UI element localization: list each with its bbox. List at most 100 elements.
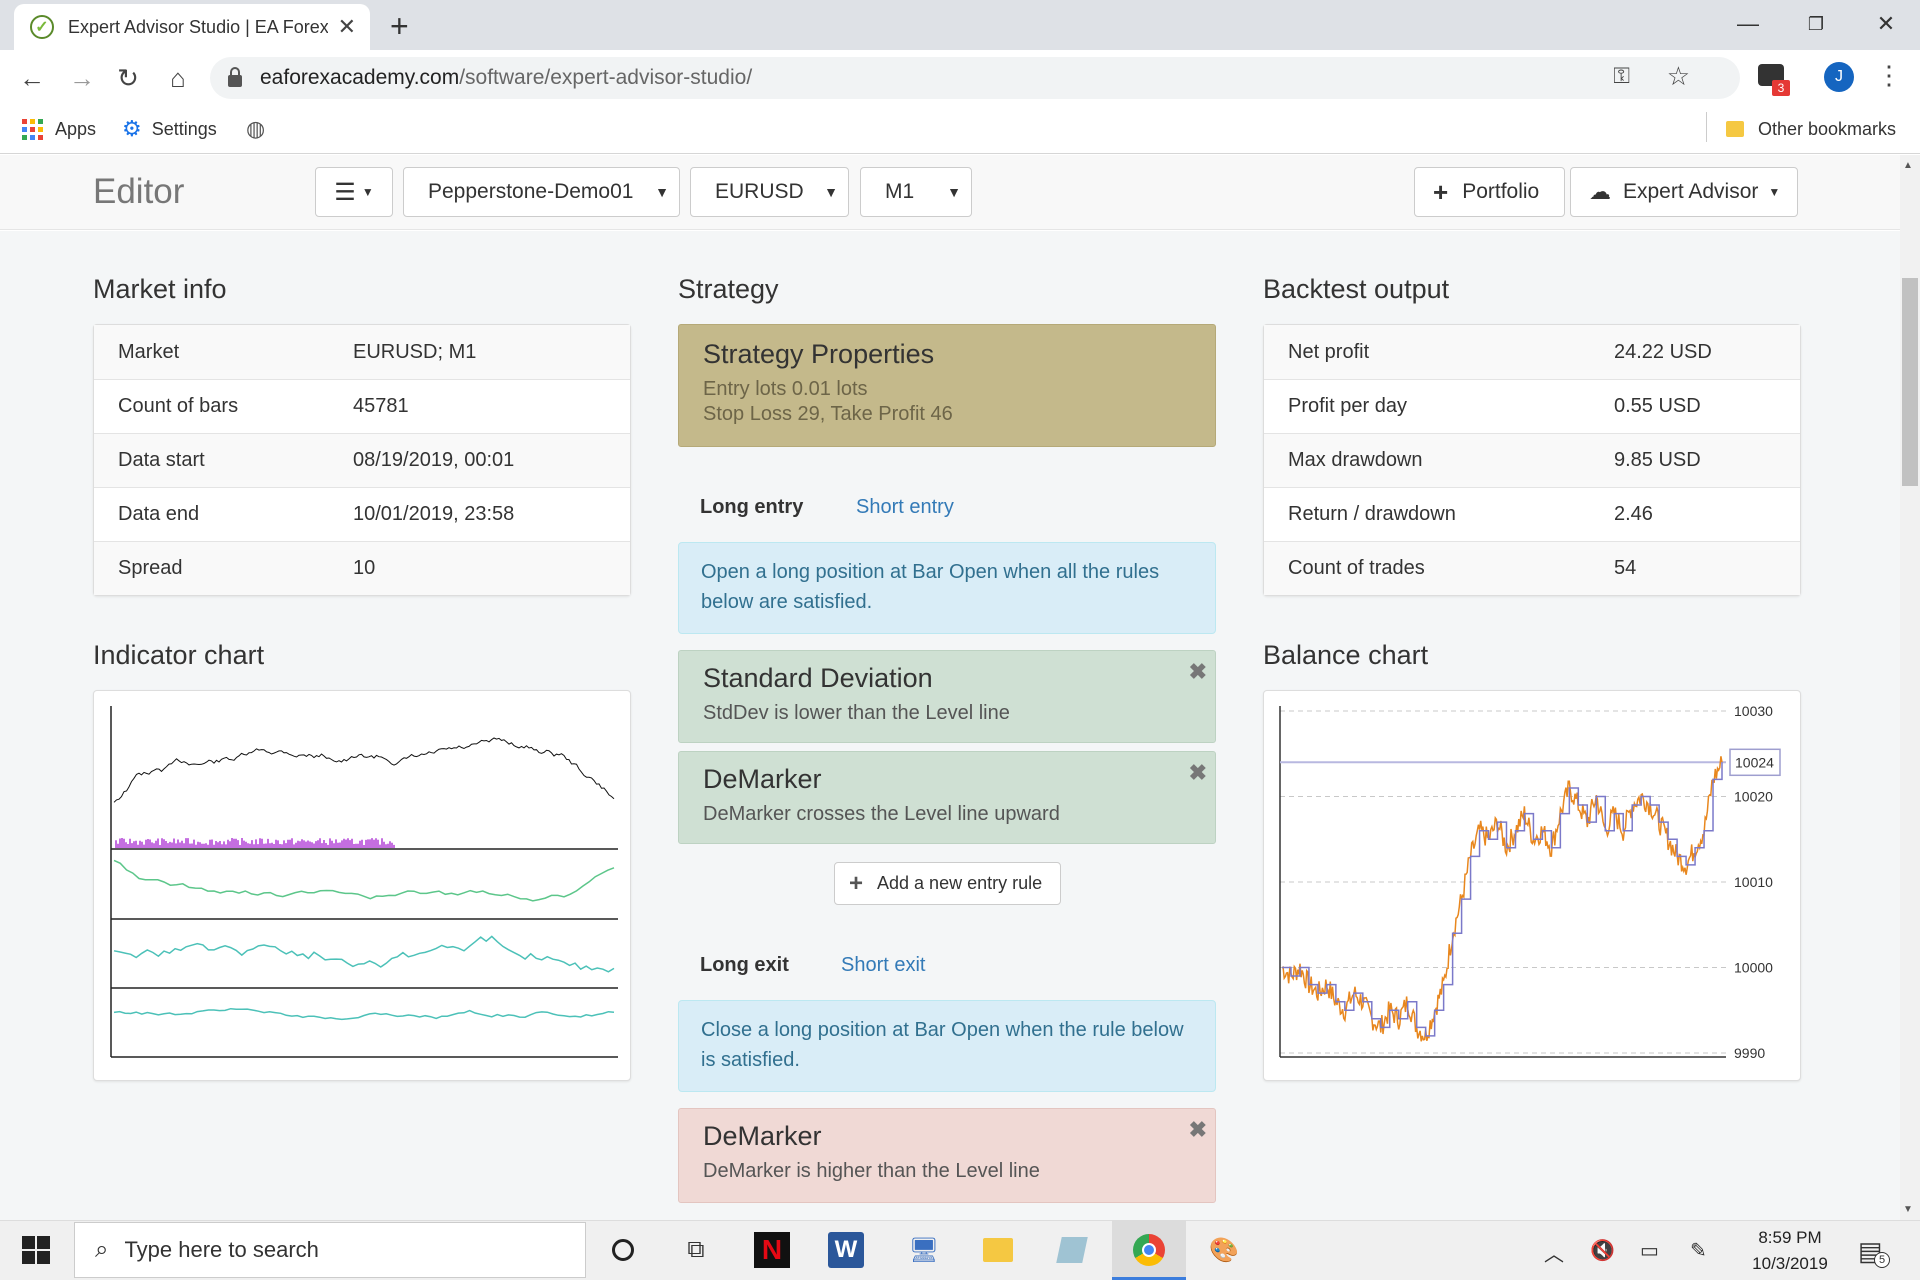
timeframe-select-value: M1 — [885, 180, 915, 203]
remove-rule-icon[interactable]: ✖ — [1188, 760, 1207, 785]
netflix-icon[interactable]: N — [754, 1232, 790, 1268]
svg-text:10024: 10024 — [1735, 754, 1774, 770]
balance-chart: 10030 10020 10010 10000 9990 10024 — [1263, 690, 1801, 1081]
tab-short-exit[interactable]: Short exit — [841, 954, 926, 976]
key-icon[interactable]: ⚿ — [1613, 63, 1630, 88]
bookmark-apps-label: Apps — [55, 118, 97, 139]
chrome-icon[interactable] — [1131, 1232, 1167, 1268]
balance-chart-svg: 10030 10020 10010 10000 9990 10024 — [1279, 703, 1781, 1061]
pen-icon[interactable]: ✎ — [1690, 1240, 1707, 1262]
remote-desktop-icon[interactable]: 🖥 — [908, 1236, 940, 1264]
symbol-select[interactable]: EURUSD ▼ — [690, 167, 849, 217]
demarker-exit-line — [113, 1007, 615, 1021]
bookmark-globe[interactable]: ◍ — [246, 114, 265, 144]
portfolio-button[interactable]: + Portfolio — [1414, 167, 1565, 217]
timeframe-select[interactable]: M1 ▼ — [860, 167, 972, 217]
word-icon[interactable]: W — [828, 1232, 864, 1268]
server-select[interactable]: Pepperstone-Demo01 ▼ — [403, 167, 680, 217]
tab-long-exit[interactable]: Long exit — [700, 954, 789, 976]
strategy-properties-lots: Entry lots 0.01 lots — [703, 378, 868, 400]
new-tab-plus-icon[interactable]: + — [390, 8, 409, 44]
profile-avatar[interactable]: J — [1824, 62, 1854, 92]
taskbar-clock[interactable]: 8:59 PM 10/3/2019 — [1738, 1225, 1842, 1277]
indicator-chart-svg — [110, 706, 618, 1058]
battery-icon[interactable]: ▭ — [1640, 1240, 1659, 1262]
home-icon[interactable]: ⌂ — [170, 62, 186, 93]
backtest-output-table: Net profit 24.22 USD Profit per day 0.55… — [1263, 324, 1801, 596]
indicator-chart — [93, 690, 631, 1081]
tab-short-entry[interactable]: Short entry — [856, 496, 954, 518]
exit-rule-desc: DeMarker is higher than the Level line — [703, 1160, 1040, 1182]
scroll-down-icon[interactable]: ▼ — [1903, 1204, 1913, 1215]
exit-rule-title: DeMarker — [703, 1121, 822, 1151]
bookmarks-bar — [0, 106, 1920, 154]
bookmark-star-icon[interactable]: ☆ — [1666, 61, 1690, 91]
row-key: Spread — [118, 557, 183, 579]
table-row: Count of trades 54 — [1264, 541, 1800, 595]
exit-rule-card[interactable]: DeMarker DeMarker is higher than the Lev… — [678, 1108, 1216, 1203]
scrollbar-thumb[interactable] — [1902, 278, 1918, 486]
taskbar-search-input[interactable]: ⌕ Type here to search — [74, 1222, 586, 1278]
add-entry-rule-button[interactable]: + Add a new entry rule — [834, 862, 1061, 905]
remove-rule-icon[interactable]: ✖ — [1188, 1117, 1207, 1142]
caret-down-icon: ▼ — [1768, 185, 1781, 199]
bookmark-settings-label: Settings — [151, 118, 217, 139]
tab-long-entry[interactable]: Long entry — [700, 496, 804, 518]
portfolio-label: Portfolio — [1462, 180, 1540, 203]
current-balance-label: 10024 — [1729, 748, 1781, 777]
expert-advisor-button[interactable]: ☁ Expert Advisor ▼ — [1570, 167, 1798, 217]
plus-icon: + — [1433, 176, 1449, 207]
row-value: 9.85 USD — [1614, 449, 1701, 471]
bookmark-other[interactable]: Other bookmarks — [1726, 114, 1896, 144]
folder-icon — [1726, 121, 1744, 137]
bookmark-other-label: Other bookmarks — [1758, 118, 1897, 139]
scroll-up-icon[interactable]: ▲ — [1903, 160, 1913, 171]
cortana-icon[interactable] — [605, 1232, 641, 1268]
row-value: EURUSD; M1 — [353, 340, 477, 363]
row-key: Data start — [118, 449, 205, 471]
row-value: 2.46 — [1614, 503, 1653, 525]
file-explorer-icon[interactable] — [980, 1232, 1016, 1268]
bookmark-apps[interactable]: Apps — [22, 114, 96, 144]
plus-icon: + — [849, 869, 864, 897]
restore-icon[interactable]: ❐ — [1807, 13, 1825, 34]
reload-icon[interactable]: ↻ — [117, 62, 139, 93]
table-row: Spread 10 — [94, 541, 630, 595]
paint-icon[interactable]: 🎨 — [1209, 1236, 1239, 1264]
browser-tab[interactable]: ✓ Expert Advisor Studio | EA Forex Acade… — [14, 4, 370, 50]
row-value: 24.22 USD — [1614, 340, 1712, 363]
task-view-icon[interactable]: ⧉ — [687, 1236, 705, 1263]
cloud-download-icon: ☁ — [1589, 179, 1611, 204]
hamburger-icon: ☰ — [334, 178, 356, 206]
strategy-properties-panel[interactable]: Strategy Properties Entry lots 0.01 lots… — [678, 324, 1216, 447]
entry-rule-card[interactable]: Standard Deviation StdDev is lower than … — [678, 650, 1216, 743]
browser-menu-icon[interactable]: ⋮ — [1876, 60, 1902, 90]
speaker-muted-icon[interactable]: 🔇 — [1590, 1240, 1615, 1262]
menu-dropdown-button[interactable]: ☰ ▼ — [315, 167, 393, 217]
row-value: 45781 — [353, 395, 409, 417]
chevron-down-icon: ▼ — [824, 184, 838, 200]
files-app-icon[interactable] — [1054, 1232, 1090, 1268]
table-row: Count of bars 45781 — [94, 379, 630, 433]
exit-info-box: Close a long position at Bar Open when t… — [678, 1000, 1216, 1092]
url-host: eaforexacademy.com — [260, 66, 460, 89]
tray-chevron-up-icon[interactable]: ︿ — [1544, 1244, 1564, 1266]
back-arrow-icon[interactable]: ← — [19, 62, 45, 93]
row-value: 54 — [1614, 557, 1637, 579]
forward-arrow-icon[interactable]: → — [69, 62, 95, 93]
windows-start-icon[interactable] — [22, 1236, 50, 1264]
address-bar[interactable]: eaforexacademy.com/software/expert-advis… — [210, 57, 1740, 99]
row-value: 0.55 USD — [1614, 395, 1701, 417]
entry-rule-desc: StdDev is lower than the Level line — [703, 702, 1010, 724]
y-tick-label: 10020 — [1734, 789, 1773, 805]
market-info-table: Market EURUSD; M1 Count of bars 45781 Da… — [93, 324, 631, 596]
expert-advisor-label: Expert Advisor — [1623, 180, 1759, 203]
window-close-icon[interactable]: ✕ — [1876, 11, 1896, 36]
remove-rule-icon[interactable]: ✖ — [1188, 659, 1207, 684]
minimize-icon[interactable]: — — [1737, 11, 1759, 36]
chevron-down-icon: ▼ — [655, 184, 669, 200]
entry-rule-card[interactable]: DeMarker DeMarker crosses the Level line… — [678, 751, 1216, 844]
tab-close-icon[interactable]: ✕ — [337, 14, 356, 39]
site-favicon-icon: ✓ — [30, 15, 54, 39]
bookmark-settings[interactable]: ⚙ Settings — [122, 114, 217, 144]
